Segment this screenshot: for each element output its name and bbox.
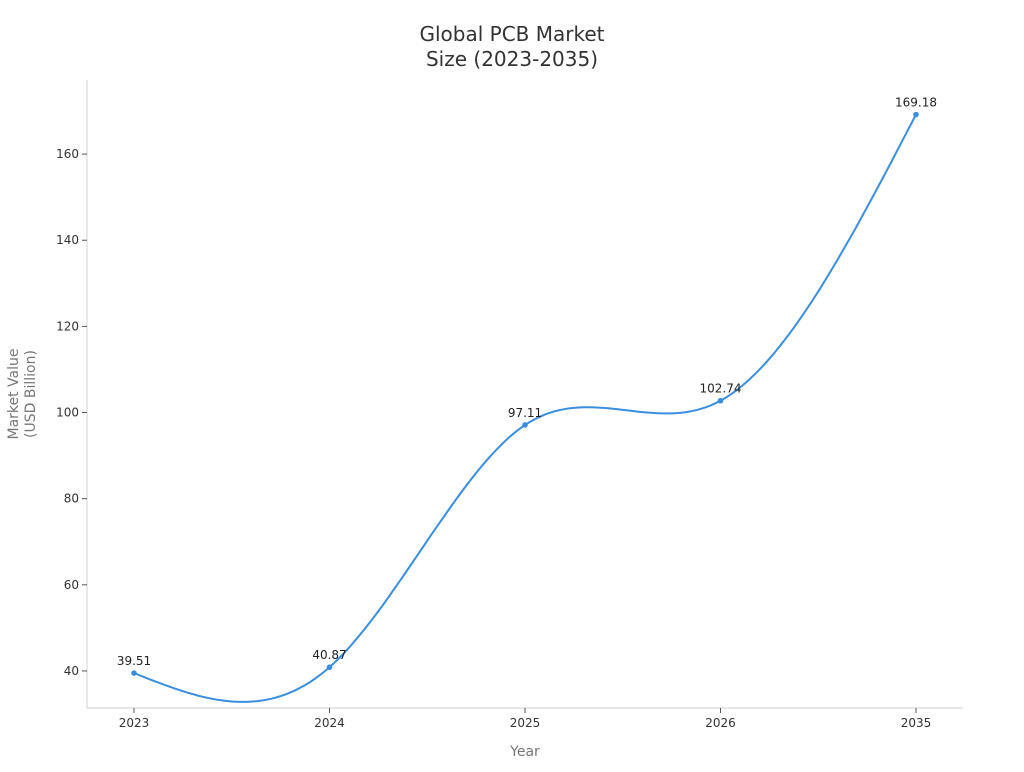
y-tick-label: 60 xyxy=(64,578,79,592)
data-label: 39.51 xyxy=(117,654,151,668)
y-tick-label: 100 xyxy=(56,406,79,420)
data-point xyxy=(913,111,919,118)
y-tick-label: 120 xyxy=(56,319,79,333)
y-tick-label: 80 xyxy=(64,492,79,506)
x-tick-label: 2025 xyxy=(510,716,541,730)
data-label: 169.18 xyxy=(895,96,937,110)
x-axis-label: Year xyxy=(509,744,540,760)
data-point xyxy=(522,422,528,428)
data-point xyxy=(131,670,137,676)
x-tick-label: 2035 xyxy=(901,716,932,730)
data-point xyxy=(326,664,333,671)
chart-title-line2: Size (2023-2035) xyxy=(426,47,598,71)
data-label: 40.87 xyxy=(312,648,346,662)
x-tick-label: 2024 xyxy=(314,716,345,730)
y-axis-label-line1: Market Value xyxy=(6,348,22,439)
y-tick-label: 40 xyxy=(64,664,79,678)
data-point xyxy=(717,397,724,404)
data-label: 102.74 xyxy=(700,382,742,396)
x-tick-label: 2023 xyxy=(119,716,150,730)
y-tick-label: 160 xyxy=(56,147,79,161)
x-tick-label: 2026 xyxy=(705,716,736,730)
data-label: 97.11 xyxy=(508,406,542,420)
y-tick-label: 140 xyxy=(56,233,79,247)
y-axis-label-line2: (USD Billion) xyxy=(23,350,39,438)
chart-title-line1: Global PCB Market xyxy=(419,22,604,46)
